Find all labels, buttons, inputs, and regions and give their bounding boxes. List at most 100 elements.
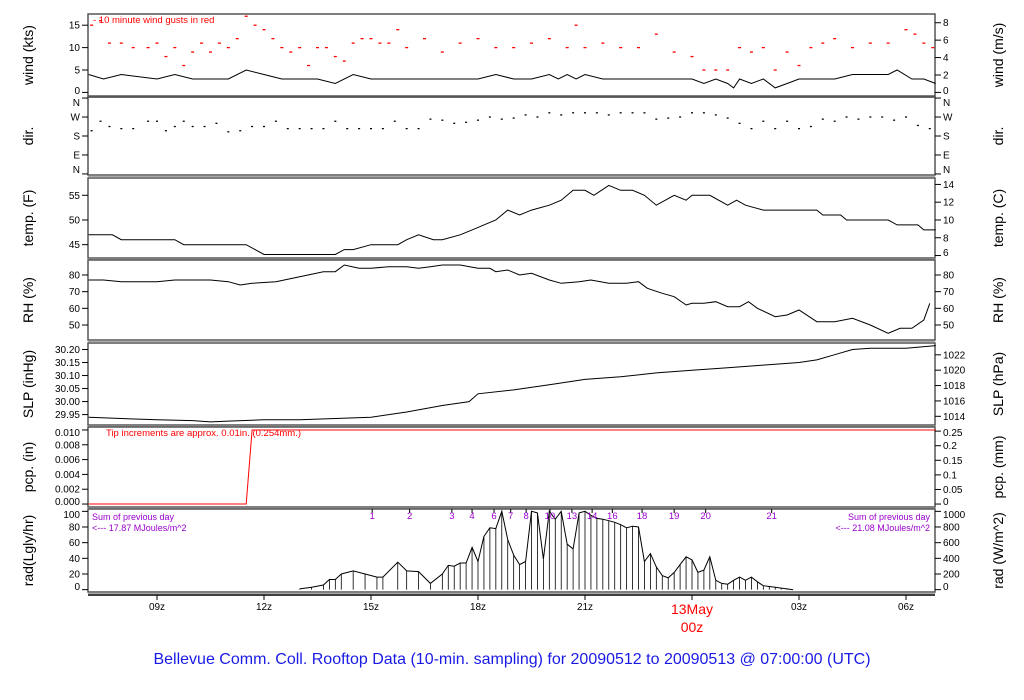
y-right-tick-label: 0.2 [943,441,957,452]
y-axis-right-label: temp. (C) [990,189,1006,247]
y-right-tick-label: 8 [943,233,949,244]
y-right-tick-label: S [943,132,950,143]
y-right-tick-label: 1020 [943,366,966,377]
y-tick-label: 15 [69,21,81,32]
y-right-tick-label: 4 [943,53,949,64]
hour-mark-label: 21 [766,511,777,522]
rad-series-line [299,509,794,591]
y-right-tick-label: 0 [943,497,949,508]
y-right-tick-label: 0.25 [943,428,963,439]
x-tick-label: 03z [791,602,807,613]
y-right-tick-label: 0 [943,86,949,97]
y-right-tick-label: 200 [943,569,960,580]
y-tick-label: 60 [69,538,81,549]
y-right-tick-label: 2 [943,70,949,81]
x-tick-label: 21z [577,602,593,613]
y-right-tick-label: 12 [943,198,955,209]
sum-left-value: <--- 17.87 MJoules/m^2 [92,523,187,533]
y-tick-label: N [73,98,80,109]
y-tick-label: 40 [69,554,81,565]
x-tick-label: 15z [363,602,379,613]
y-right-tick-label: 1000 [943,510,966,521]
sum-right-label: Sum of previous day [848,512,931,522]
y-tick-label: 55 [69,191,81,202]
x-day-label: 13May [671,601,713,617]
y-tick-label: 0.004 [55,470,80,481]
y-right-tick-label: W [943,113,953,124]
y-tick-label: 80 [69,523,81,534]
x-tick-label: 18z [470,602,486,613]
pcp-series-line [88,429,936,505]
y-tick-label: 20 [69,569,81,580]
y-tick-label: E [73,150,80,161]
y-right-tick-label: 50 [943,321,955,332]
sum-right-value: <--- 21.08 MJoules/m^2 [835,523,930,533]
y-axis-label: pcp. (in) [20,442,36,493]
hour-mark-label: 19 [669,511,680,522]
y-right-tick-label: 0.15 [943,456,963,467]
temp-series-line [88,184,936,255]
y-axis-label: temp. (F) [20,190,36,247]
panel-frame-slp [87,342,936,426]
y-right-tick-label: 60 [943,304,955,315]
panel-frame-dir [87,96,936,176]
y-axis-right-label: pcp. (mm) [990,436,1006,499]
y-right-tick-label: N [943,98,950,109]
hour-mark-label: 1 [370,511,375,522]
y-tick-label: 0.006 [55,455,80,466]
y-right-tick-label: 800 [943,523,960,534]
y-right-tick-label: 6 [943,248,949,259]
panel-frame-pcp [87,426,936,508]
hour-mark-label: 3 [449,511,454,522]
y-tick-label: 5 [74,66,80,77]
y-tick-label: 100 [63,510,80,521]
y-tick-label: 30.05 [55,384,80,395]
hour-mark-label: 16 [607,511,618,522]
hour-mark-label: 8 [524,511,529,522]
y-axis-label: SLP (inHg) [20,350,36,418]
panel-frame-temp [87,177,936,259]
y-tick-label: W [71,113,81,124]
x-tick-label: 09z [149,602,165,613]
y-tick-label: 45 [69,240,81,251]
x-tick-label: 12z [256,602,272,613]
hour-mark-label: 18 [637,511,648,522]
y-axis-label: rad(Lgly/hr) [20,515,36,587]
y-right-tick-label: 80 [943,271,955,282]
y-tick-label: N [73,165,80,176]
y-right-tick-label: 70 [943,287,955,298]
y-axis-right-label: SLP (hPa) [990,352,1006,416]
y-axis-right-label: wind (m/s) [990,23,1006,89]
pcp-annotation: Tip increments are approx. 0.01in. (0.25… [106,428,301,439]
y-right-tick-label: 6 [943,36,949,47]
wind-series-line [88,69,936,89]
y-right-tick-label: 14 [943,180,955,191]
hour-mark-label: 20 [700,511,711,522]
y-right-tick-label: 8 [943,18,949,29]
y-tick-label: 0 [74,582,80,593]
y-axis-right-label: dir. [990,127,1006,146]
y-axis-right-label: RH (%) [990,277,1006,323]
y-tick-label: 0.000 [55,497,80,508]
y-right-tick-label: 1016 [943,396,966,407]
panel-frame-rh [87,259,936,341]
y-tick-label: 60 [69,304,81,315]
hour-mark-label: 10 [545,511,556,522]
y-tick-label: 30.20 [55,345,80,356]
slp-series-line [88,345,936,423]
rh-series-line [88,264,931,334]
x-tick-label: 06z [898,602,914,613]
y-tick-label: S [73,132,80,143]
y-tick-label: 50 [69,215,81,226]
hour-mark-label: 14 [587,511,598,522]
y-tick-label: 0.008 [55,440,80,451]
y-right-tick-label: 400 [943,554,960,565]
chart-title: Bellevue Comm. Coll. Rooftop Data (10-mi… [153,651,871,668]
y-tick-label: 10 [69,43,81,54]
y-right-tick-label: 0.05 [943,485,963,496]
hour-mark-label: 7 [508,511,513,522]
y-right-tick-label: 1014 [943,412,966,423]
y-right-tick-label: 1022 [943,350,966,361]
